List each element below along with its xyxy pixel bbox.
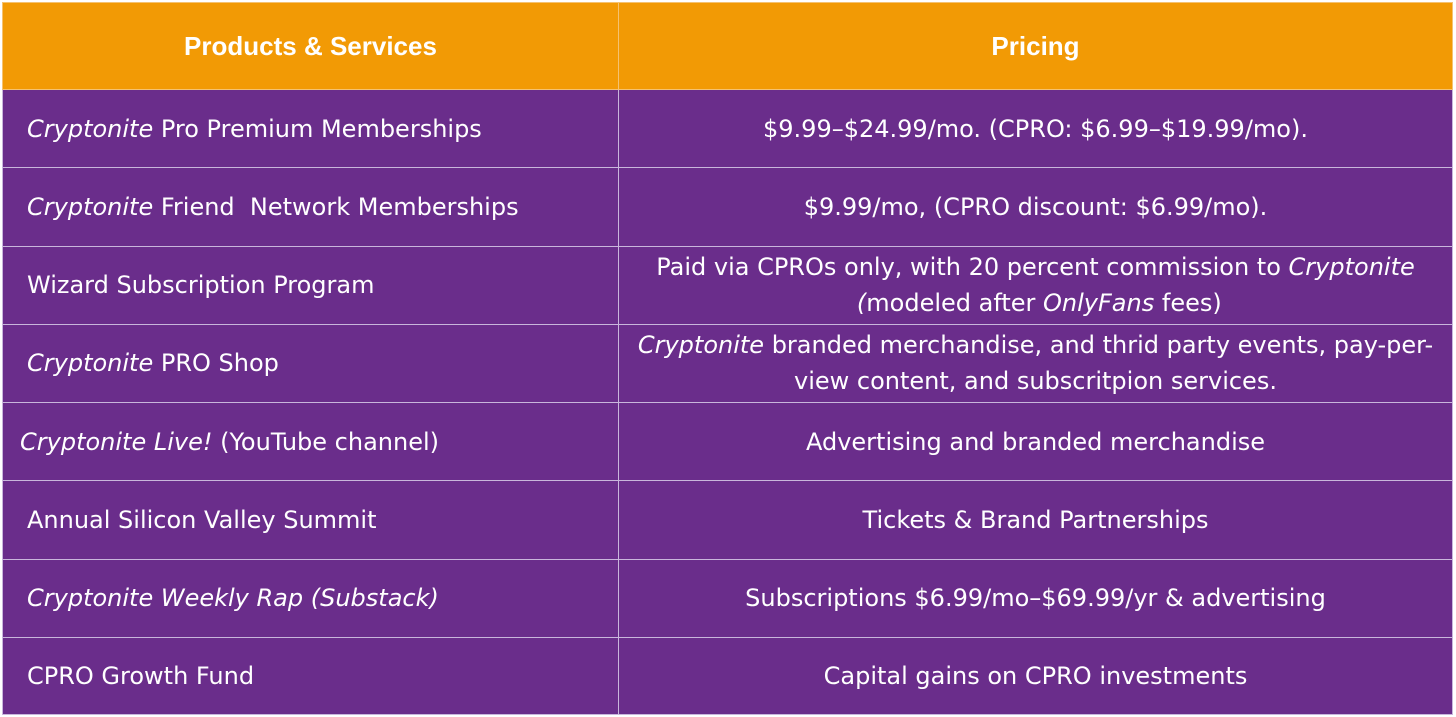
table-row: Cryptonite Live! (YouTube channel) Adver… bbox=[2, 401, 1453, 482]
pricing-cell: Subscriptions $6.99/mo–$69.99/yr & adver… bbox=[618, 558, 1453, 638]
products-services-header: Products & Services bbox=[2, 2, 619, 90]
product-cell: Cryptonite Friend Network Memberships bbox=[2, 167, 619, 247]
table-row: Cryptonite Friend Network Memberships $9… bbox=[2, 167, 1453, 247]
pricing-cell: $9.99/mo, (CPRO discount: $6.99/mo). bbox=[618, 167, 1453, 247]
table-row: Annual Silicon Valley Summit Tickets & B… bbox=[2, 480, 1453, 560]
table-row: Wizard Subscription Program Paid via CPR… bbox=[2, 245, 1453, 325]
table-row: CPRO Growth Fund Capital gains on CPRO i… bbox=[2, 636, 1453, 716]
pricing-cell: Capital gains on CPRO investments bbox=[618, 636, 1453, 716]
product-text: (YouTube channel) bbox=[212, 427, 440, 456]
table-row: Cryptonite Pro Premium Memberships $9.99… bbox=[2, 88, 1453, 169]
product-italic: Cryptonite Weekly Rap (Substack) bbox=[27, 584, 439, 613]
product-cell: Cryptonite Weekly Rap (Substack) bbox=[2, 558, 619, 638]
table-row: Cryptonite Weekly Rap (Substack) Subscri… bbox=[2, 558, 1453, 638]
product-cell: Wizard Subscription Program bbox=[2, 245, 619, 325]
pricing-text: modeled after bbox=[866, 289, 1044, 318]
pricing-text: Paid via CPROs only, with 20 percent com… bbox=[656, 253, 1289, 282]
table-header-row: Products & Services Pricing bbox=[2, 2, 1453, 90]
product-text: Friend Network Memberships bbox=[153, 192, 519, 221]
pricing-cell: Advertising and branded merchandise bbox=[618, 401, 1453, 482]
product-text: PRO Shop bbox=[153, 349, 279, 378]
pricing-italic: Cryptonite bbox=[637, 331, 765, 360]
product-text: Pro Premium Memberships bbox=[153, 114, 482, 143]
product-cell: Cryptonite Pro Premium Memberships bbox=[2, 88, 619, 169]
product-cell: CPRO Growth Fund bbox=[2, 636, 619, 716]
pricing-cell: Cryptonite branded merchandise, and thri… bbox=[618, 323, 1453, 404]
pricing-cell: Paid via CPROs only, with 20 percent com… bbox=[618, 245, 1453, 325]
pricing-italic: Cryptonite bbox=[1288, 253, 1415, 282]
product-cell: Annual Silicon Valley Summit bbox=[2, 480, 619, 560]
product-italic: Cryptonite bbox=[27, 349, 154, 378]
product-italic: Cryptonite Live! bbox=[20, 427, 213, 456]
pricing-italic: OnlyFans bbox=[1043, 289, 1155, 318]
pricing-cell: $9.99–$24.99/mo. (CPRO: $6.99–$19.99/mo)… bbox=[618, 88, 1453, 169]
pricing-header: Pricing bbox=[618, 2, 1453, 90]
product-italic: Cryptonite bbox=[27, 114, 154, 143]
product-cell: Cryptonite PRO Shop bbox=[2, 323, 619, 404]
pricing-text: fees) bbox=[1154, 289, 1222, 318]
table-row: Cryptonite PRO Shop Cryptonite branded m… bbox=[2, 323, 1453, 404]
product-italic: Cryptonite bbox=[27, 192, 154, 221]
pricing-cell: Tickets & Brand Partnerships bbox=[618, 480, 1453, 560]
product-cell: Cryptonite Live! (YouTube channel) bbox=[2, 401, 619, 482]
pricing-text: branded merchandise, and thrid party eve… bbox=[764, 331, 1434, 396]
pricing-italic: ( bbox=[849, 289, 867, 318]
